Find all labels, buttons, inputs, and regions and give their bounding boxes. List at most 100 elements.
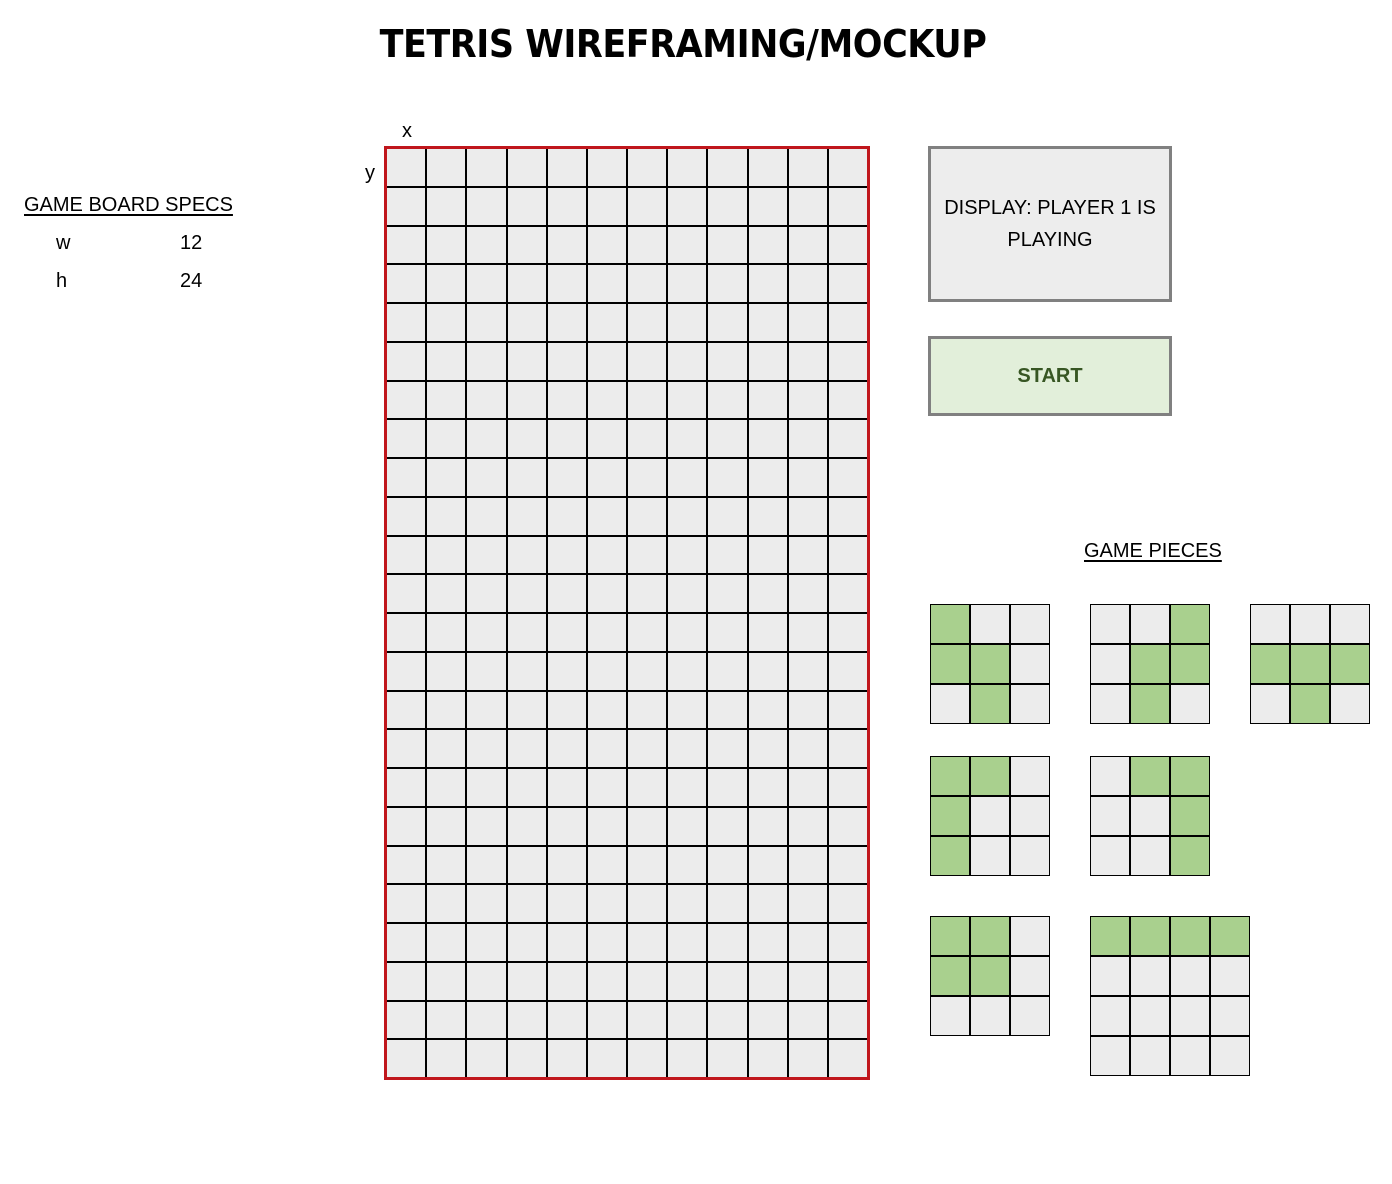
- board-cell: [708, 846, 747, 884]
- piece-cell-filled: [931, 957, 969, 995]
- board-cell: [467, 1040, 506, 1077]
- spec-value: 24: [180, 270, 203, 292]
- board-cell: [587, 846, 626, 884]
- start-button[interactable]: START: [928, 336, 1172, 416]
- piece-cell: [1091, 797, 1129, 835]
- piece-cell: [931, 685, 969, 723]
- board-cell: [507, 846, 546, 884]
- piece-cell-filled: [931, 757, 969, 795]
- piece-cell-filled: [1131, 645, 1169, 683]
- board-cell: [467, 652, 506, 690]
- board-cell: [507, 187, 546, 225]
- board-cell: [828, 730, 867, 767]
- spec-key: h: [56, 270, 68, 292]
- board-cell: [708, 652, 747, 690]
- board-cell: [628, 497, 667, 535]
- board-cell: [387, 730, 426, 767]
- board-cell: [628, 769, 667, 806]
- board-cell: [387, 885, 426, 922]
- board-cell: [467, 149, 506, 186]
- board-cell: [668, 304, 707, 341]
- board-cell: [507, 1001, 546, 1039]
- piece-cell-filled: [931, 917, 969, 955]
- board-cell: [507, 575, 546, 612]
- piece-cell-filled: [931, 605, 969, 643]
- piece-cell: [1011, 837, 1049, 875]
- board-cell: [507, 420, 546, 457]
- board-cell: [507, 381, 546, 419]
- board-cell: [788, 924, 827, 961]
- board-cell: [628, 265, 667, 302]
- board-cell: [628, 730, 667, 767]
- board-cell: [788, 497, 827, 535]
- board-cell: [748, 691, 787, 729]
- board-cell: [828, 459, 867, 496]
- board-cell: [628, 652, 667, 690]
- board-cell: [547, 1040, 586, 1077]
- board-cell: [748, 924, 787, 961]
- board-cell: [467, 187, 506, 225]
- board-cell: [788, 885, 827, 922]
- board-cell: [587, 342, 626, 380]
- board-cell: [668, 575, 707, 612]
- piece-cell: [1011, 605, 1049, 643]
- board-cell: [788, 381, 827, 419]
- board-cell: [387, 614, 426, 651]
- board-cell: [668, 614, 707, 651]
- board-cell: [467, 420, 506, 457]
- board-cell: [427, 807, 466, 845]
- board-cell: [547, 807, 586, 845]
- board-cell: [708, 265, 747, 302]
- piece-cell-filled: [931, 645, 969, 683]
- board-cell: [788, 769, 827, 806]
- board-cell: [387, 459, 426, 496]
- board-cell: [748, 730, 787, 767]
- board-cell: [467, 691, 506, 729]
- board-cell: [467, 304, 506, 341]
- board-cell: [467, 536, 506, 574]
- board-cell: [668, 187, 707, 225]
- board-cell: [467, 342, 506, 380]
- board-cell: [788, 459, 827, 496]
- board-cell: [587, 885, 626, 922]
- board-cell: [788, 846, 827, 884]
- board-cell: [748, 846, 787, 884]
- piece-cell: [971, 997, 1009, 1035]
- piece-cell-filled: [1131, 917, 1169, 955]
- piece-cell-filled: [1171, 605, 1209, 643]
- board-cell: [547, 924, 586, 961]
- board-cell: [547, 304, 586, 341]
- board-cell: [587, 187, 626, 225]
- piece-cell: [1171, 1037, 1209, 1075]
- board-cell: [788, 265, 827, 302]
- piece-cell-filled: [1171, 757, 1209, 795]
- piece-cell-filled: [971, 917, 1009, 955]
- board-cell: [427, 226, 466, 264]
- piece-cell: [1091, 957, 1129, 995]
- board-cell: [387, 1040, 426, 1077]
- board-cell: [628, 924, 667, 961]
- board-cell: [587, 265, 626, 302]
- board-cell: [387, 187, 426, 225]
- game-pieces-heading: GAME PIECES: [1084, 540, 1222, 562]
- piece-cell-filled: [931, 837, 969, 875]
- board-cell: [587, 769, 626, 806]
- piece-cell: [1291, 605, 1329, 643]
- board-cell: [507, 807, 546, 845]
- game-board: [384, 146, 870, 1080]
- board-cell: [708, 536, 747, 574]
- piece-cell: [1011, 685, 1049, 723]
- board-cell: [788, 575, 827, 612]
- board-cell: [748, 187, 787, 225]
- board-cell: [507, 265, 546, 302]
- board-cell: [507, 652, 546, 690]
- board-cell: [547, 691, 586, 729]
- board-cell: [828, 614, 867, 651]
- board-cell: [427, 187, 466, 225]
- board-cell: [628, 381, 667, 419]
- j-piece: [930, 756, 1050, 876]
- board-cell: [587, 807, 626, 845]
- board-cell: [467, 575, 506, 612]
- board-cell: [507, 885, 546, 922]
- board-cell: [547, 265, 586, 302]
